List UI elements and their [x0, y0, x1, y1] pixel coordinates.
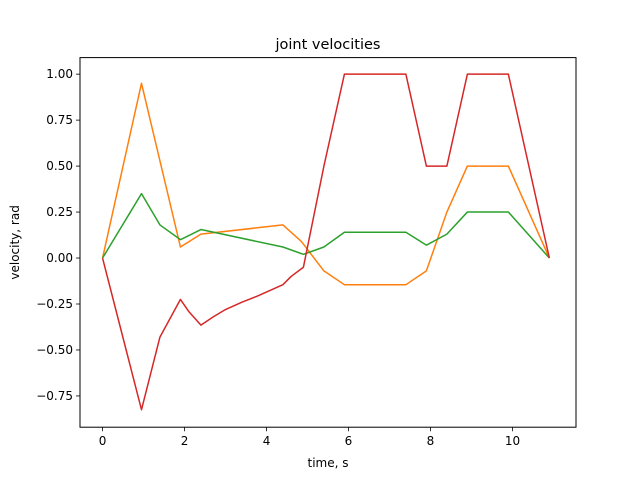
series-line-3	[101, 73, 551, 411]
y-tick-label: −0.25	[36, 297, 73, 311]
series-layer	[101, 73, 551, 411]
x-axis-label: time, s	[308, 456, 349, 470]
y-tick-label: 0.00	[46, 251, 73, 265]
y-axis: −0.75 −0.50 −0.25 0.00 0.25 0.50 0.75 1.00	[36, 67, 80, 403]
series-line-2	[101, 192, 550, 259]
x-tick-label: 6	[345, 434, 353, 448]
y-axis-label: velocity, rad	[8, 205, 22, 279]
plot-frame	[79, 57, 577, 428]
x-tick-label: 8	[427, 434, 435, 448]
x-tick-label: 2	[181, 434, 189, 448]
x-tick-label: 10	[505, 434, 520, 448]
y-tick-label: 1.00	[46, 67, 73, 81]
x-axis: 0 2 4 6 8 10	[99, 427, 520, 448]
x-tick-label: 0	[99, 434, 107, 448]
y-tick-label: 0.50	[46, 159, 73, 173]
y-tick-label: 0.75	[46, 113, 73, 127]
chart-title: joint velocities	[274, 37, 380, 53]
series-line-1	[101, 82, 551, 286]
y-tick-label: 0.25	[46, 205, 73, 219]
y-tick-label: −0.50	[36, 343, 73, 357]
y-tick-label: −0.75	[36, 389, 73, 403]
x-tick-label: 4	[263, 434, 271, 448]
